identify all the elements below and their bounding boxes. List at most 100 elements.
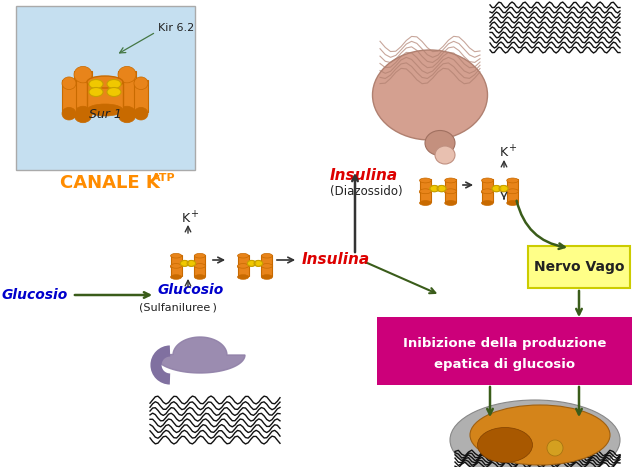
Ellipse shape [89, 87, 103, 97]
Ellipse shape [195, 264, 205, 269]
Ellipse shape [171, 275, 181, 279]
FancyBboxPatch shape [528, 246, 630, 288]
Text: Glucosio: Glucosio [2, 288, 68, 302]
Ellipse shape [262, 254, 272, 258]
FancyBboxPatch shape [238, 255, 248, 266]
Polygon shape [155, 337, 245, 373]
Ellipse shape [247, 261, 256, 266]
Ellipse shape [437, 185, 446, 192]
FancyBboxPatch shape [171, 265, 181, 276]
Text: (Sulfaniluree ): (Sulfaniluree ) [139, 303, 217, 313]
Ellipse shape [482, 201, 493, 205]
Ellipse shape [238, 275, 248, 279]
Ellipse shape [435, 146, 455, 164]
Ellipse shape [492, 185, 501, 192]
Text: Kir 6.2: Kir 6.2 [158, 23, 194, 33]
FancyBboxPatch shape [134, 80, 148, 112]
Text: Sur 1: Sur 1 [88, 108, 121, 121]
Ellipse shape [507, 189, 518, 194]
Text: Glucosio: Glucosio [158, 283, 224, 297]
Ellipse shape [470, 405, 610, 465]
Ellipse shape [450, 400, 620, 467]
Ellipse shape [445, 190, 456, 195]
FancyBboxPatch shape [507, 179, 518, 191]
Ellipse shape [195, 263, 205, 268]
FancyBboxPatch shape [238, 265, 248, 276]
Ellipse shape [89, 79, 103, 89]
Ellipse shape [482, 190, 493, 195]
Text: Insulina: Insulina [302, 253, 370, 268]
Ellipse shape [420, 201, 431, 205]
FancyBboxPatch shape [377, 317, 632, 385]
Ellipse shape [74, 66, 92, 83]
Ellipse shape [478, 427, 533, 462]
FancyBboxPatch shape [507, 190, 518, 202]
FancyBboxPatch shape [74, 71, 92, 112]
Ellipse shape [62, 107, 76, 120]
Ellipse shape [507, 190, 518, 195]
Ellipse shape [180, 261, 189, 266]
Ellipse shape [87, 76, 123, 88]
Text: Insulina: Insulina [330, 168, 398, 183]
Ellipse shape [507, 178, 518, 183]
Ellipse shape [420, 189, 431, 194]
Text: CANALE K: CANALE K [60, 174, 160, 192]
Ellipse shape [74, 106, 92, 123]
Ellipse shape [187, 261, 196, 266]
FancyBboxPatch shape [118, 71, 136, 112]
Ellipse shape [445, 189, 456, 194]
FancyBboxPatch shape [445, 190, 456, 202]
Ellipse shape [195, 275, 205, 279]
Ellipse shape [171, 264, 181, 269]
FancyBboxPatch shape [16, 6, 195, 170]
Text: +: + [190, 209, 198, 219]
FancyBboxPatch shape [195, 265, 205, 276]
Ellipse shape [482, 189, 493, 194]
Text: Inibizione della produzione: Inibizione della produzione [403, 337, 607, 350]
Text: K: K [500, 146, 508, 158]
Ellipse shape [425, 130, 455, 156]
Ellipse shape [87, 104, 123, 116]
Text: epatica di glucosio: epatica di glucosio [434, 358, 576, 371]
FancyBboxPatch shape [482, 190, 493, 202]
Ellipse shape [195, 254, 205, 258]
Ellipse shape [171, 254, 181, 258]
FancyBboxPatch shape [445, 179, 456, 191]
Ellipse shape [372, 50, 487, 140]
Text: K: K [182, 212, 190, 225]
Ellipse shape [107, 87, 121, 97]
Ellipse shape [238, 263, 248, 268]
Ellipse shape [107, 79, 121, 89]
Ellipse shape [445, 178, 456, 183]
Ellipse shape [118, 66, 136, 83]
Ellipse shape [499, 185, 508, 192]
Ellipse shape [482, 178, 493, 183]
Ellipse shape [134, 77, 148, 90]
Circle shape [547, 440, 563, 456]
FancyBboxPatch shape [420, 179, 431, 191]
Ellipse shape [118, 106, 136, 123]
FancyBboxPatch shape [262, 255, 272, 266]
Ellipse shape [254, 261, 263, 266]
Ellipse shape [262, 275, 272, 279]
Ellipse shape [430, 185, 439, 192]
FancyBboxPatch shape [171, 255, 181, 266]
FancyBboxPatch shape [420, 190, 431, 202]
Ellipse shape [171, 263, 181, 268]
FancyBboxPatch shape [87, 82, 123, 110]
Ellipse shape [445, 201, 456, 205]
Ellipse shape [262, 264, 272, 269]
Text: Nervo Vago: Nervo Vago [534, 260, 624, 274]
Ellipse shape [262, 263, 272, 268]
FancyBboxPatch shape [262, 265, 272, 276]
Ellipse shape [62, 77, 76, 90]
FancyBboxPatch shape [482, 179, 493, 191]
FancyBboxPatch shape [195, 255, 205, 266]
Ellipse shape [420, 190, 431, 195]
Text: ATP: ATP [152, 173, 176, 183]
Text: (Diazossido): (Diazossido) [330, 184, 403, 198]
Ellipse shape [134, 107, 148, 120]
FancyBboxPatch shape [62, 80, 76, 112]
Ellipse shape [238, 264, 248, 269]
Text: +: + [508, 143, 516, 153]
